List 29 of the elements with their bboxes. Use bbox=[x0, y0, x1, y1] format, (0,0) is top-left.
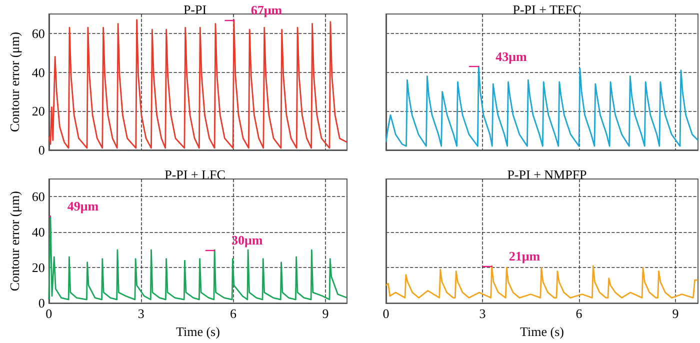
chart-title: P-PI + TEFC bbox=[512, 2, 582, 17]
annotation: 21μm bbox=[508, 248, 540, 264]
y-tick-label: 40 bbox=[32, 224, 45, 240]
x-tick-label: 0 bbox=[382, 306, 390, 322]
y-tick-label: 60 bbox=[32, 189, 45, 204]
annotation: 30μm bbox=[232, 232, 263, 248]
y-tick-label: 20 bbox=[32, 104, 45, 119]
line-series bbox=[48, 216, 348, 300]
x-tick-label: 3 bbox=[138, 306, 144, 322]
annotation: 67μm bbox=[250, 2, 282, 18]
chart-title: P-PI + LFC bbox=[164, 167, 226, 182]
y-tick-label: 60 bbox=[32, 26, 45, 41]
x-tick-label: 9 bbox=[322, 306, 329, 322]
y-axis-title: Contour error (μm) bbox=[7, 190, 22, 292]
y-tick-label: 20 bbox=[32, 260, 45, 276]
annotation: 49μm bbox=[67, 198, 99, 214]
x-tick-label: 6 bbox=[230, 306, 238, 322]
x-axis-title: Time (s) bbox=[176, 324, 220, 339]
chart-title: P-PI + NMPFP bbox=[507, 167, 587, 182]
y-tick-label: 0 bbox=[38, 142, 45, 158]
x-axis-title: Time (s) bbox=[520, 324, 564, 339]
x-tick-label: 3 bbox=[479, 306, 486, 322]
chart-title: P-PI bbox=[183, 2, 207, 17]
y-tick-label: 40 bbox=[32, 64, 45, 80]
y-axis-title: Contour error (μm) bbox=[7, 32, 22, 132]
annotation: 43μm bbox=[496, 48, 528, 64]
x-tick-label: 9 bbox=[672, 306, 679, 322]
x-tick-label: 6 bbox=[576, 306, 583, 322]
y-tick-label: 0 bbox=[38, 296, 45, 311]
